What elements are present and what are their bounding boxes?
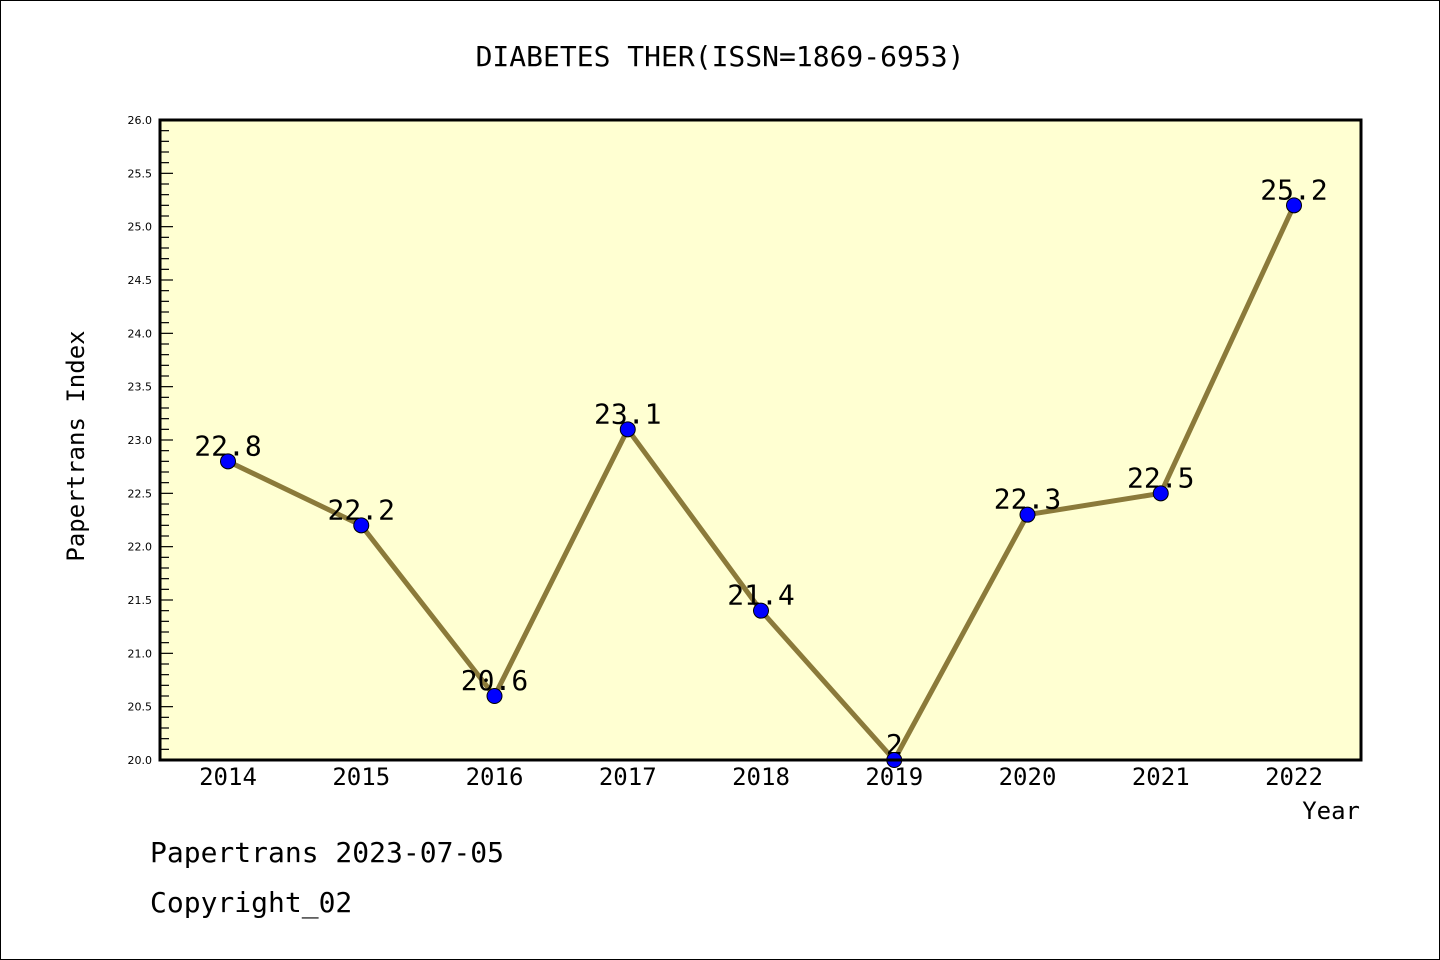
x-tick-label: 2017 [599,763,657,791]
y-tick-label: 25.0 [128,221,153,234]
y-tick-label: 26.0 [128,114,153,127]
x-tick-label: 2015 [332,763,390,791]
footer-copyright: Copyright_02 [150,886,353,919]
data-point [619,421,636,438]
data-point [220,453,236,470]
data-point [486,688,503,704]
data-point [1286,197,1302,214]
y-tick-label: 23.5 [128,381,153,394]
data-point [753,602,769,619]
plot-area [160,120,1361,760]
footer-date: Papertrans 2023-07-05 [150,836,505,869]
x-tick-label: 2014 [199,763,257,791]
x-tick-label: 2020 [999,763,1057,791]
y-tick-label: 24.0 [128,327,153,340]
y-tick-label: 21.0 [128,647,153,660]
y-tick-label: 25.5 [128,167,153,180]
y-tick-label: 21.5 [128,594,153,607]
x-tick-label: 2016 [466,763,524,791]
x-tick-label: 2021 [1132,763,1190,791]
data-point [1152,485,1169,502]
data-point [1019,506,1036,523]
data-label: 2 [886,728,903,761]
x-axis-label: Year [1302,797,1360,825]
plot-border [158,118,1363,762]
data-point [353,517,370,534]
y-tick-label: 23.0 [128,434,153,447]
y-tick-label: 20.5 [128,701,153,714]
y-tick-label: 22.0 [128,541,153,554]
y-tick-label: 20.0 [128,754,153,767]
y-tick-label: 22.5 [128,487,153,500]
y-axis-label: Papertrans Index [62,330,90,561]
y-tick-label: 24.5 [128,274,153,287]
chart-title: DIABETES THER(ISSN=1869-6953) [476,40,965,73]
x-tick-label: 2018 [732,763,790,791]
x-tick-label: 2022 [1265,763,1323,791]
